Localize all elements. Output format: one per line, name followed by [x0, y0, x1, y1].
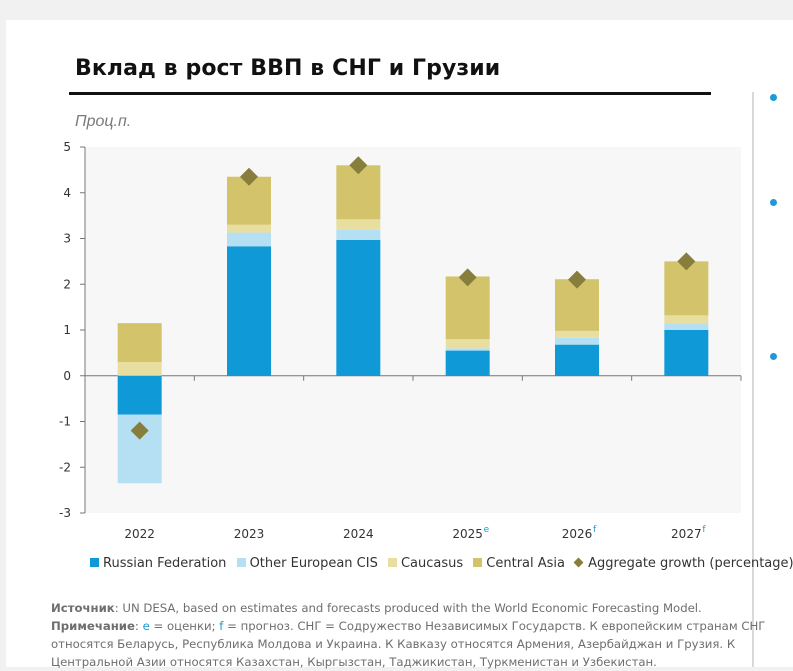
legend-item: Aggregate growth (percentage) [573, 556, 793, 571]
bar-segment [445, 348, 490, 351]
source-note: Источник: UN DESA, based on estimates an… [51, 599, 771, 617]
y-tick-label: 0 [63, 369, 71, 383]
bar-segment [117, 362, 162, 376]
y-tick-label: 5 [63, 140, 71, 154]
bar-segment [336, 229, 381, 240]
title-underline [69, 92, 711, 95]
note-f-marker: f [219, 619, 224, 633]
aggregate-marker [677, 252, 696, 271]
legend-item: Caucasus [387, 556, 464, 571]
bar-segment [555, 337, 599, 345]
bar-segment [664, 315, 709, 324]
x-tick-label: 2023 [234, 527, 265, 541]
note-text: : [134, 619, 143, 633]
legend-item: Other European CIS [236, 556, 378, 571]
legend-label: Caucasus [400, 556, 464, 571]
note-text: = прогноз. СНГ = Содружество Независимых… [51, 619, 766, 669]
x-tick-label: 2022 [124, 527, 155, 541]
chart-title: Вклад в рост ВВП в СНГ и Грузии [75, 56, 501, 81]
note-text: = оценки; [149, 619, 220, 633]
bar-segment [445, 350, 490, 376]
x-tick-label: 2024 [343, 527, 374, 541]
bar-segment [227, 246, 271, 376]
y-tick-label: 2 [63, 277, 71, 291]
x-tick-label: 2026 [562, 527, 593, 541]
bar-segment [445, 276, 490, 340]
bar-segment [227, 224, 271, 233]
bullet-dot-icon [770, 199, 777, 206]
aggregate-marker [349, 156, 368, 175]
general-note: Примечание: e = оценки; f = прогноз. СНГ… [51, 617, 771, 671]
legend-swatch [90, 558, 99, 567]
x-tick-label: 2027 [671, 527, 702, 541]
y-tick-label: 1 [63, 323, 71, 337]
bar-segment [336, 239, 381, 376]
legend-diamond-icon [573, 557, 584, 568]
bullet-dot-icon [770, 353, 777, 360]
legend-label: Russian Federation [103, 556, 227, 571]
note-e-marker: e [142, 619, 150, 633]
legend-item: Central Asia [473, 556, 565, 571]
y-tick-label: 3 [63, 232, 71, 246]
legend-label: Other European CIS [249, 556, 378, 571]
aggregate-marker [130, 421, 149, 440]
y-tick-label: -3 [59, 506, 71, 520]
bar-segment [445, 339, 490, 349]
sidebar-divider [752, 92, 754, 667]
legend-swatch [236, 558, 246, 567]
legend-swatch [473, 558, 483, 567]
bar-segment [117, 375, 162, 415]
y-tick-label: -1 [59, 415, 71, 429]
x-tick-superscript: e [484, 525, 490, 535]
x-tick-superscript: f [593, 525, 597, 535]
bar-segment [227, 232, 271, 247]
bullet-dot-icon [770, 94, 777, 101]
bar-segment [336, 219, 381, 230]
bar-segment [664, 323, 709, 330]
x-tick-superscript: f [702, 525, 706, 535]
aggregate-marker [240, 167, 258, 186]
source-label: Источник [51, 601, 115, 615]
chart-notes: Источник: UN DESA, based on estimates an… [51, 599, 771, 671]
source-text: : UN DESA, based on estimates and foreca… [114, 601, 702, 615]
bar-segment [555, 344, 599, 376]
aggregate-marker [458, 268, 477, 287]
bar-segment [555, 330, 599, 338]
y-tick-label: -2 [59, 460, 71, 474]
x-tick-label: 2025 [452, 527, 483, 541]
note-label: Примечание [51, 619, 135, 633]
legend-item: Russian Federation [90, 556, 226, 571]
plot-area [85, 147, 741, 513]
y-axis-unit-label: Проц.п. [75, 113, 132, 130]
aggregate-marker [568, 270, 586, 289]
bar-segment [664, 330, 709, 376]
y-tick-label: 4 [63, 186, 71, 200]
legend-label: Aggregate growth (percentage) [588, 556, 793, 571]
legend-label: Central Asia [486, 556, 566, 571]
bar-segment [117, 323, 162, 363]
chart-legend: Russian Federation Other European CIS Ca… [90, 556, 793, 571]
legend-swatch [387, 558, 397, 567]
